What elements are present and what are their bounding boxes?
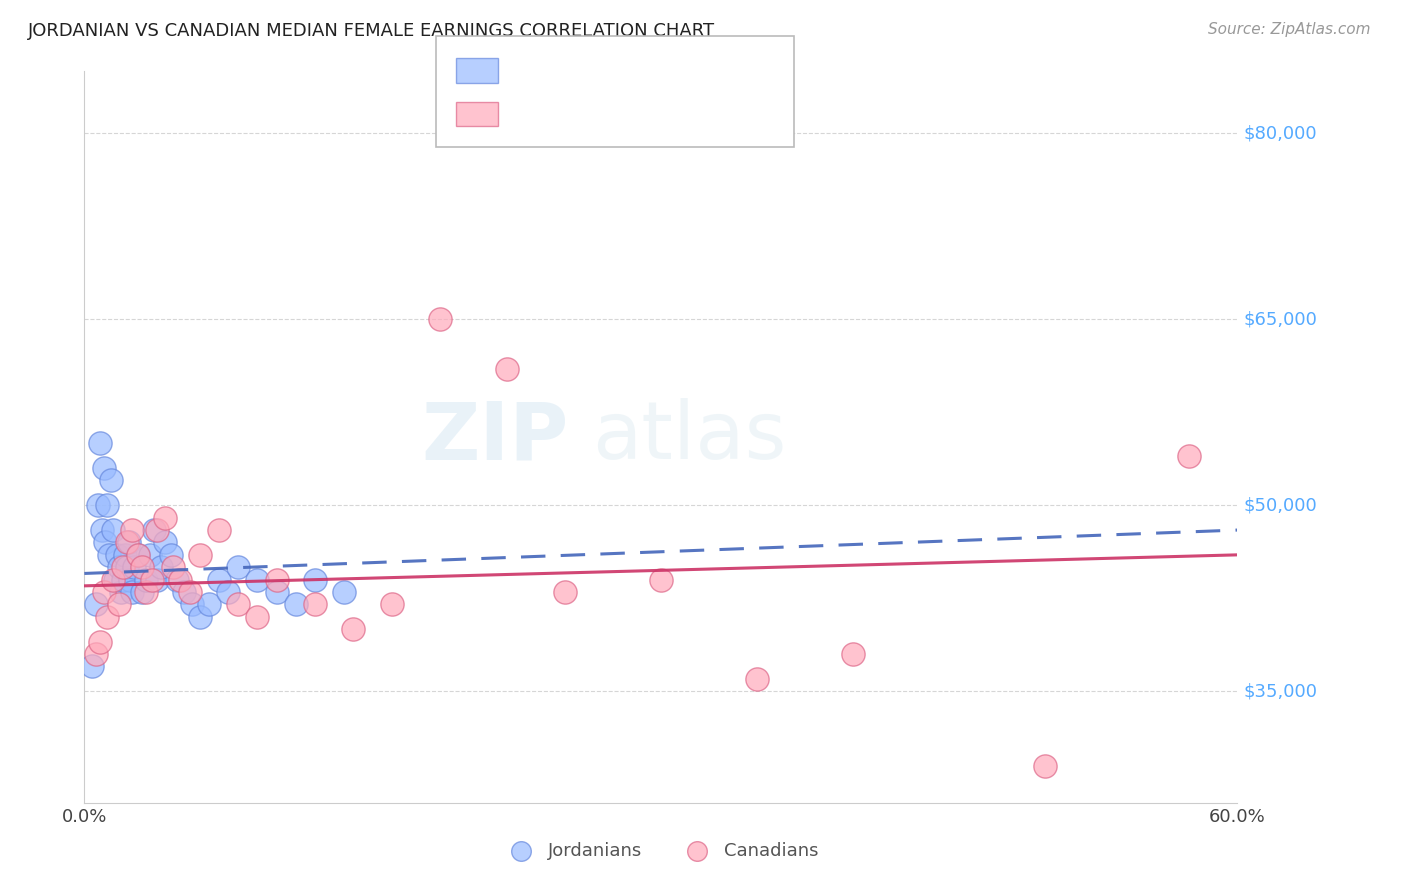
Point: [153, 535, 176, 549]
Point: [124, 560, 146, 574]
Point: [208, 523, 231, 537]
Point: [169, 573, 191, 587]
Legend: Jordanians, Canadians: Jordanians, Canadians: [496, 835, 825, 867]
Point: [842, 647, 865, 661]
Point: [246, 610, 269, 624]
Text: Source: ZipAtlas.com: Source: ZipAtlas.com: [1208, 22, 1371, 37]
Point: [103, 573, 124, 587]
Point: [127, 548, 149, 562]
Point: [87, 498, 110, 512]
Point: [108, 598, 131, 612]
Point: [650, 573, 672, 587]
Point: [105, 548, 128, 562]
Text: ZIP: ZIP: [422, 398, 568, 476]
Point: [342, 622, 364, 636]
Point: [198, 598, 221, 612]
Point: [146, 523, 169, 537]
Point: [181, 598, 204, 612]
Point: [121, 585, 143, 599]
Point: [121, 523, 143, 537]
Point: [117, 535, 139, 549]
Point: [100, 474, 122, 488]
Point: [162, 560, 184, 574]
Text: JORDANIAN VS CANADIAN MEDIAN FEMALE EARNINGS CORRELATION CHART: JORDANIAN VS CANADIAN MEDIAN FEMALE EARN…: [28, 22, 716, 40]
Point: [96, 610, 118, 624]
Point: [89, 436, 111, 450]
Point: [150, 560, 173, 574]
Point: [333, 585, 356, 599]
Point: [226, 560, 249, 574]
Point: [142, 523, 165, 537]
Point: [114, 548, 136, 562]
Point: [104, 573, 127, 587]
Point: [131, 560, 153, 574]
Point: [179, 585, 201, 599]
Point: [135, 573, 157, 587]
Text: $35,000: $35,000: [1243, 682, 1317, 700]
Point: [429, 312, 451, 326]
Text: atlas: atlas: [592, 398, 786, 476]
Point: [127, 548, 149, 562]
Point: [98, 548, 121, 562]
Point: [135, 585, 157, 599]
Point: [90, 523, 112, 537]
Point: [745, 672, 768, 686]
Point: [111, 573, 134, 587]
Point: [131, 585, 153, 599]
Point: [110, 585, 132, 599]
Point: [1033, 758, 1056, 772]
Point: [138, 548, 160, 562]
Point: [84, 598, 107, 612]
Point: [93, 461, 115, 475]
Text: R = 0.046   N = 34: R = 0.046 N = 34: [508, 105, 692, 123]
Point: [84, 647, 107, 661]
Text: $80,000: $80,000: [1243, 124, 1316, 143]
Point: [89, 634, 111, 648]
Point: [160, 548, 183, 562]
Point: [304, 573, 326, 587]
Point: [188, 548, 211, 562]
Point: [304, 598, 326, 612]
Point: [173, 585, 195, 599]
Point: [246, 573, 269, 587]
Point: [166, 573, 188, 587]
Point: [381, 598, 404, 612]
Point: [111, 560, 134, 574]
Point: [103, 523, 124, 537]
Text: R = 0.052   N = 44: R = 0.052 N = 44: [508, 62, 692, 80]
Point: [93, 585, 115, 599]
Text: $65,000: $65,000: [1243, 310, 1317, 328]
Point: [80, 659, 103, 673]
Point: [554, 585, 576, 599]
Point: [94, 535, 117, 549]
Point: [188, 610, 211, 624]
Point: [96, 498, 118, 512]
Point: [1178, 449, 1201, 463]
Point: [141, 573, 163, 587]
Point: [115, 535, 138, 549]
Point: [115, 560, 138, 574]
Point: [218, 585, 240, 599]
Point: [120, 573, 142, 587]
Text: $50,000: $50,000: [1243, 496, 1317, 515]
Point: [208, 573, 231, 587]
Point: [146, 573, 169, 587]
Point: [153, 510, 176, 524]
Point: [108, 560, 131, 574]
Point: [496, 362, 519, 376]
Point: [284, 598, 307, 612]
Point: [266, 573, 288, 587]
Point: [226, 598, 249, 612]
Point: [266, 585, 288, 599]
